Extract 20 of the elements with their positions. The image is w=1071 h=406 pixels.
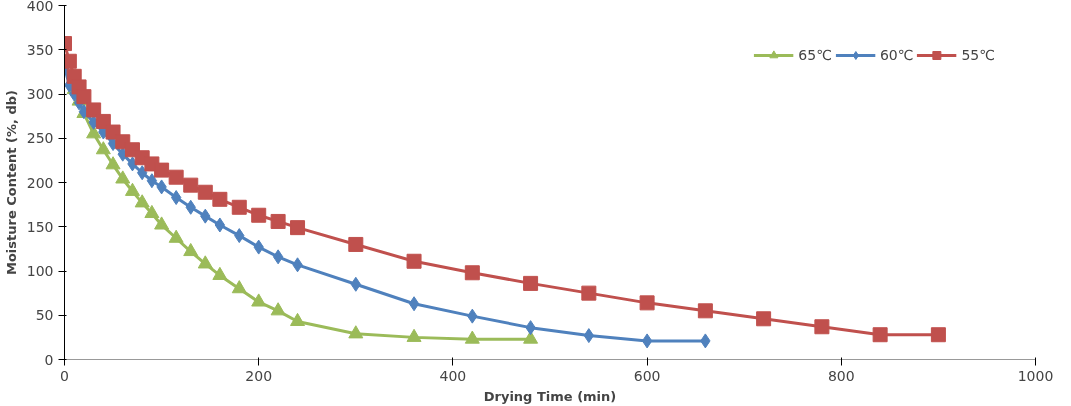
y-tick-label: 300 [26,86,54,102]
x-tick-label: 800 [827,367,855,384]
y-tick-label: 150 [26,218,54,235]
y-tick-label: 100 [26,263,54,279]
y-axis-title: Moisture Content (%, db) [3,89,19,276]
y-tick-label: 250 [26,130,54,147]
x-axis-title: Drying Time (min) [483,388,617,404]
legend-label: 65℃ [798,47,832,63]
x-tick-label: 0 [60,367,69,384]
x-tick-label: 400 [439,367,467,384]
legend-label: 55℃ [961,47,995,63]
x-tick-label: 200 [245,367,273,384]
legend-label: 60℃ [879,47,914,63]
y-tick-label: 50 [35,307,54,324]
x-tick-label: 600 [633,367,661,384]
y-tick-label: 200 [26,174,54,191]
y-tick-label: 400 [26,0,54,14]
y-tick-label: 350 [26,41,54,58]
x-tick-label: 1000 [1017,367,1054,384]
y-tick-label: 0 [44,351,54,368]
